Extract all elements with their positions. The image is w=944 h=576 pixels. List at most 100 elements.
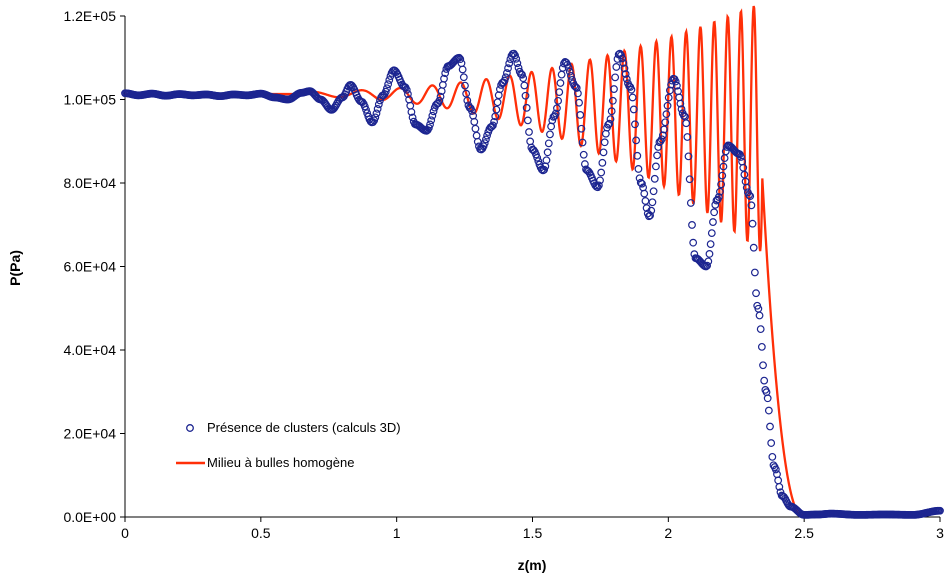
x-tick-label: 0: [121, 525, 129, 541]
cluster-point: [649, 187, 658, 196]
cluster-point: [492, 105, 501, 114]
cluster-point: [710, 208, 719, 217]
y-tick-label: 8.0E+04: [63, 175, 116, 191]
cluster-point: [575, 98, 583, 107]
cluster-point: [518, 70, 526, 79]
cluster-point: [553, 104, 561, 113]
cluster-point: [373, 104, 382, 113]
cluster-point: [540, 165, 549, 174]
cluster-point: [543, 148, 552, 157]
cluster-point: [621, 70, 630, 78]
cluster-point: [564, 63, 573, 72]
cluster-point: [767, 439, 776, 447]
cluster-point: [716, 187, 724, 196]
cluster-point: [473, 137, 482, 146]
cluster-point: [580, 160, 589, 168]
cluster-point: [660, 125, 668, 134]
cluster-point: [436, 92, 445, 101]
cluster-point: [600, 138, 609, 147]
cluster-point: [627, 85, 636, 94]
cluster-point: [468, 107, 476, 115]
cluster-point: [768, 452, 777, 461]
legend: Présence de clusters (calculs 3D) Milieu…: [176, 420, 401, 470]
cluster-point: [372, 109, 381, 118]
cluster-point: [685, 175, 694, 184]
cluster-point: [593, 183, 602, 192]
y-tick-label: 4.0E+04: [63, 342, 116, 358]
cluster-point: [679, 111, 688, 120]
cluster-point: [759, 361, 767, 370]
cluster-point: [598, 158, 607, 167]
cluster-point: [664, 93, 673, 102]
cluster-point: [757, 342, 766, 351]
cluster-point: [653, 151, 661, 160]
cluster-point: [513, 59, 522, 68]
cluster-point: [548, 116, 557, 125]
cluster-point: [640, 189, 649, 198]
cluster-point: [463, 96, 472, 105]
cluster-point: [688, 221, 696, 229]
cluster-point: [597, 168, 606, 177]
cluster-point: [663, 101, 672, 110]
cluster-point: [746, 192, 755, 201]
cluster-point: [529, 146, 538, 155]
cluster-point: [557, 70, 566, 79]
x-tick-labels: 0 0.5 1 1.5 2 2.5 3: [121, 517, 944, 541]
x-tick-label: 3: [936, 525, 944, 541]
cluster-point: [633, 151, 642, 160]
cluster-point: [504, 64, 512, 73]
cluster-point: [441, 69, 450, 78]
cluster-point: [424, 123, 433, 132]
cluster-point: [369, 118, 377, 127]
cluster-point: [611, 73, 620, 82]
cluster-point: [521, 91, 530, 100]
cluster-point: [523, 116, 532, 125]
cluster-point: [683, 133, 692, 141]
cluster-point: [610, 85, 618, 93]
cluster-point: [526, 137, 535, 146]
cluster-point: [665, 86, 674, 95]
cluster-point: [547, 122, 556, 131]
cluster-point: [749, 243, 758, 252]
cluster-point: [671, 77, 680, 86]
cluster-point: [533, 153, 542, 162]
cluster-point: [672, 81, 681, 90]
y-tick-label: 0.0E+00: [63, 509, 116, 525]
cluster-point: [546, 130, 554, 139]
cluster-point: [520, 81, 529, 90]
cluster-point: [519, 74, 528, 83]
cluster-point: [407, 108, 416, 116]
cluster-point: [618, 54, 627, 63]
cluster-point: [576, 111, 585, 119]
cluster-point: [608, 96, 617, 105]
cluster-point: [480, 139, 489, 148]
cluster-point: [594, 181, 603, 190]
x-tick-label: 0.5: [251, 525, 271, 541]
cluster-point: [522, 103, 531, 112]
cluster-point: [612, 63, 621, 71]
cluster-point: [706, 240, 715, 249]
cluster-point: [677, 105, 686, 114]
x-tick-label: 1: [393, 525, 401, 541]
cluster-point: [330, 103, 339, 112]
cluster-point: [571, 82, 580, 91]
cluster-point: [489, 121, 497, 130]
cluster-point: [458, 65, 467, 74]
cluster-point: [440, 74, 448, 83]
cluster-point: [511, 51, 519, 60]
cluster-point: [493, 98, 502, 107]
cluster-point: [374, 100, 383, 109]
cluster-point: [631, 120, 639, 129]
cluster-point: [512, 54, 521, 63]
cluster-point: [707, 229, 716, 238]
cluster-point: [554, 96, 563, 105]
cluster-point: [750, 268, 759, 277]
cluster-point: [406, 101, 415, 110]
cluster-point: [574, 89, 582, 98]
cluster-point: [435, 96, 444, 105]
cluster-point: [470, 117, 479, 126]
cluster-point: [756, 325, 765, 334]
cluster-point: [703, 261, 712, 270]
cluster-point: [578, 138, 587, 147]
